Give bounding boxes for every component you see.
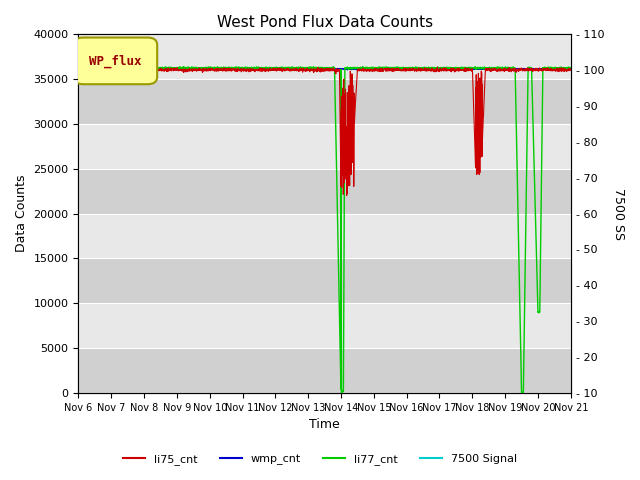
Bar bbox=[79, 124, 571, 168]
Bar bbox=[79, 303, 571, 348]
X-axis label: Time: Time bbox=[309, 419, 340, 432]
Title: West Pond Flux Data Counts: West Pond Flux Data Counts bbox=[216, 15, 433, 30]
Legend: li75_cnt, wmp_cnt, li77_cnt, 7500 Signal: li75_cnt, wmp_cnt, li77_cnt, 7500 Signal bbox=[118, 450, 522, 469]
Bar bbox=[79, 258, 571, 303]
Bar bbox=[79, 214, 571, 258]
Y-axis label: Data Counts: Data Counts bbox=[15, 175, 28, 252]
Y-axis label: 7500 SS: 7500 SS bbox=[612, 188, 625, 240]
Bar bbox=[79, 79, 571, 124]
Bar bbox=[79, 168, 571, 214]
Text: WP_flux: WP_flux bbox=[89, 54, 141, 68]
Bar bbox=[79, 34, 571, 79]
Bar bbox=[79, 348, 571, 393]
FancyBboxPatch shape bbox=[74, 37, 157, 84]
